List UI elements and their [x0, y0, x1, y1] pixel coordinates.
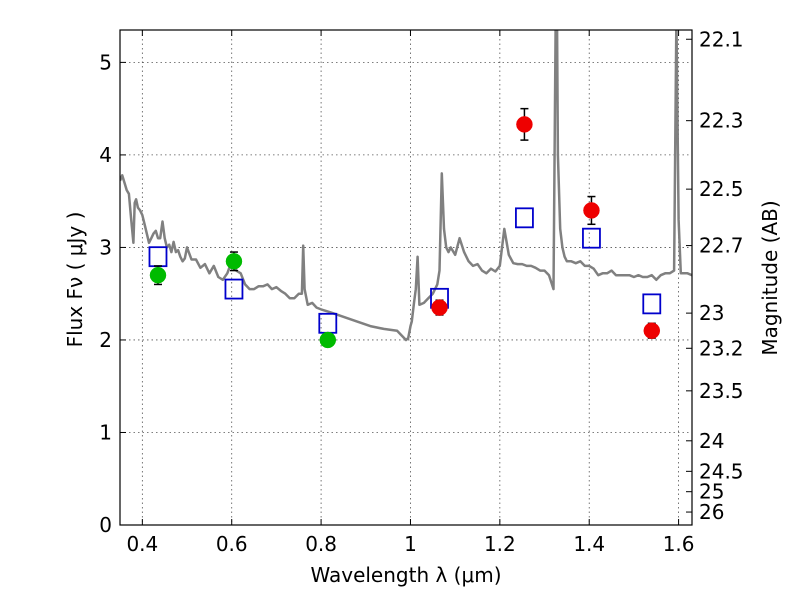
right-tick-label: 24 [699, 429, 724, 453]
ticks-layer: 0.4 0.6 0.8 1 1.2 1.4 1.601234522.122.322.522.… [99, 27, 743, 556]
data-point [319, 331, 337, 349]
y-tick-label: 4 [99, 143, 112, 167]
y-tick-label: 5 [99, 50, 112, 74]
grid-layer [120, 30, 692, 526]
x-tick-label: 1.2 [484, 532, 516, 556]
x-tick-label: 0.4 [126, 532, 158, 556]
y-tick-label: 1 [99, 420, 112, 444]
data-point [643, 322, 661, 339]
right-tick-label: 22.1 [699, 27, 744, 51]
data-point [516, 116, 533, 133]
right-tick-label: 23.2 [699, 336, 744, 360]
y-tick-label: 0 [99, 513, 112, 537]
model-square [642, 293, 662, 315]
x-tick-label: 1.6 [663, 532, 695, 556]
right-tick-label: 24.5 [699, 459, 744, 483]
model-square [318, 312, 338, 334]
right-tick-label: 23.5 [699, 379, 744, 403]
y-tick-label: 2 [99, 328, 112, 352]
model-photometry-layer [148, 207, 662, 334]
model-square [148, 246, 168, 268]
y-tick-label: 3 [99, 235, 112, 259]
right-tick-label: 26 [699, 500, 724, 524]
right-tick-label: 22.3 [699, 109, 744, 133]
model-square [224, 278, 244, 300]
right-tick-label: 22.7 [699, 234, 744, 258]
x-axis-label: Wavelength λ (μm) [310, 563, 501, 587]
spectrum-layer [120, 30, 692, 342]
x-tick-label: 0.8 [305, 532, 337, 556]
y-axis-label-right: Magnitude (AB) [758, 200, 782, 355]
plot-frame [119, 29, 693, 526]
x-tick-label: 1 [404, 532, 417, 556]
data-point [149, 266, 167, 284]
data-point [583, 202, 600, 219]
data-point [431, 299, 448, 316]
spectrum-line [120, 30, 692, 342]
model-square [582, 227, 601, 249]
data-point [225, 253, 243, 270]
observed-photometry-layer [149, 107, 661, 349]
model-square [515, 207, 534, 229]
right-tick-label: 22.5 [699, 177, 744, 201]
x-tick-label: 1.4 [573, 532, 605, 556]
right-tick-label: 25 [699, 480, 724, 504]
y-axis-label: Flux Fν ( μJy ) [63, 212, 87, 348]
right-tick-label: 23 [699, 301, 724, 325]
x-tick-label: 0.6 [216, 532, 248, 556]
